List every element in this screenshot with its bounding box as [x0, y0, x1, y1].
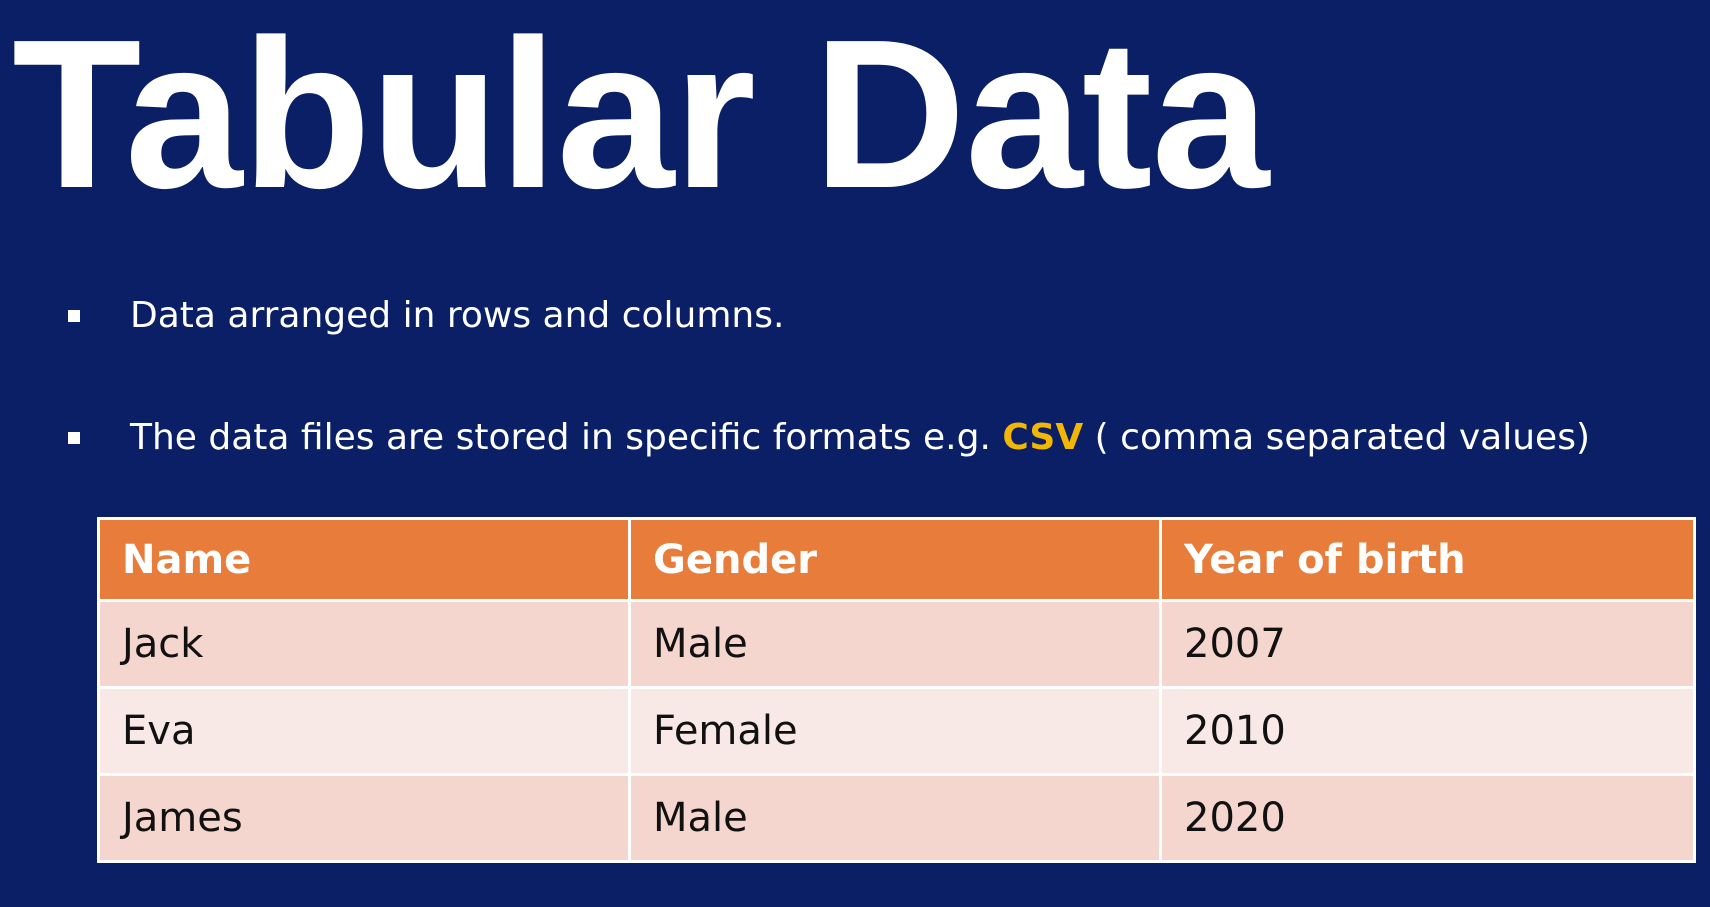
- bullet-text-before: The data files are stored in specific fo…: [130, 417, 1003, 458]
- data-table: Name Gender Year of birth Jack Male 2007…: [97, 517, 1696, 863]
- table-row: James Male 2020: [97, 773, 1696, 863]
- header-year-of-birth: Year of birth: [1159, 517, 1696, 602]
- table-row: Eva Female 2010: [97, 686, 1696, 776]
- cell-name: Eva: [97, 686, 631, 776]
- table-header-row: Name Gender Year of birth: [97, 517, 1696, 602]
- cell-year: 2020: [1159, 773, 1696, 863]
- header-gender: Gender: [628, 517, 1162, 602]
- cell-gender: Male: [628, 773, 1162, 863]
- csv-highlight: CSV: [1002, 417, 1084, 458]
- cell-year: 2007: [1159, 599, 1696, 689]
- bullet-item: Data arranged in rows and columns.: [0, 286, 1710, 346]
- header-name: Name: [97, 517, 631, 602]
- bullet-text: The data files are stored in specific fo…: [130, 408, 1590, 468]
- slide-title: Tabular Data: [12, 0, 1269, 232]
- cell-year: 2010: [1159, 686, 1696, 776]
- bullet-item: The data files are stored in specific fo…: [0, 408, 1710, 468]
- cell-gender: Male: [628, 599, 1162, 689]
- cell-name: Jack: [97, 599, 631, 689]
- cell-name: James: [97, 773, 631, 863]
- bullet-text-after: ( comma separated values): [1083, 417, 1590, 458]
- square-bullet-icon: [68, 310, 80, 322]
- table-row: Jack Male 2007: [97, 599, 1696, 689]
- cell-gender: Female: [628, 686, 1162, 776]
- square-bullet-icon: [68, 432, 80, 444]
- bullet-text: Data arranged in rows and columns.: [130, 295, 785, 336]
